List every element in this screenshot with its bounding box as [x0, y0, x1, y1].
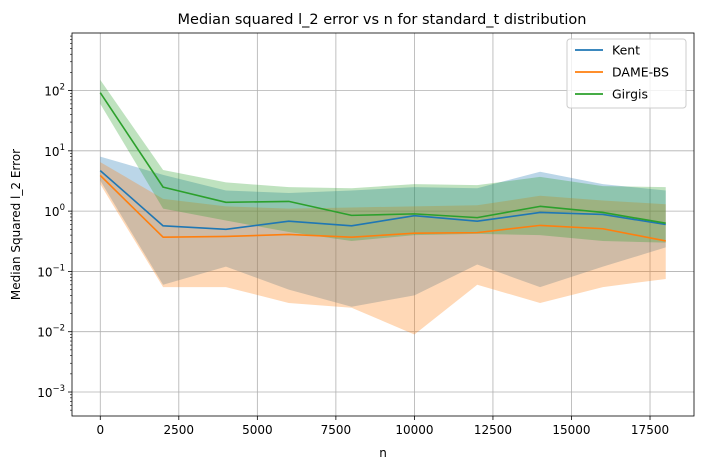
line-kent	[99, 169, 666, 231]
x-tick-label: 15000	[552, 423, 590, 437]
x-tick-label: 7500	[321, 423, 352, 437]
x-tick-label: 5000	[242, 423, 273, 437]
line-girgis	[99, 92, 666, 225]
series-lines	[99, 92, 666, 242]
y-tick-label: 10−3	[37, 384, 65, 400]
y-tick-label: 10−1	[37, 263, 65, 279]
y-tick-label: 10−2	[37, 324, 65, 340]
x-tick-label: 10000	[395, 423, 433, 437]
y-tick-label: 100	[44, 203, 65, 219]
x-tick-label: 12500	[474, 423, 512, 437]
confidence-bands	[100, 79, 666, 335]
x-axis-label: n	[379, 446, 387, 460]
y-axis-ticks: 10−3 10−2 10−1 100 101 102	[37, 35, 72, 411]
line-dame-bs	[99, 174, 666, 242]
y-axis-label: Median Squared l_2 Error	[9, 149, 23, 300]
y-tick-label: 102	[44, 83, 65, 99]
legend-box	[566, 38, 687, 109]
x-tick-label: 17500	[631, 423, 669, 437]
legend: Kent DAME-BS Girgis	[566, 38, 687, 109]
x-tick-label: 0	[96, 423, 104, 437]
band-kent	[100, 156, 666, 307]
band-dame-bs	[100, 162, 666, 335]
legend-label: DAME-BS	[612, 65, 669, 80]
x-tick-label: 2500	[164, 423, 195, 437]
legend-label: Kent	[612, 43, 640, 58]
chart-title: Median squared l_2 error vs n for standa…	[178, 12, 587, 28]
y-tick-label: 101	[44, 143, 65, 159]
x-axis-ticks: 0 2500 5000 7500 10000 12500 15000 17500	[96, 416, 669, 437]
legend-label: Girgis	[612, 87, 648, 102]
